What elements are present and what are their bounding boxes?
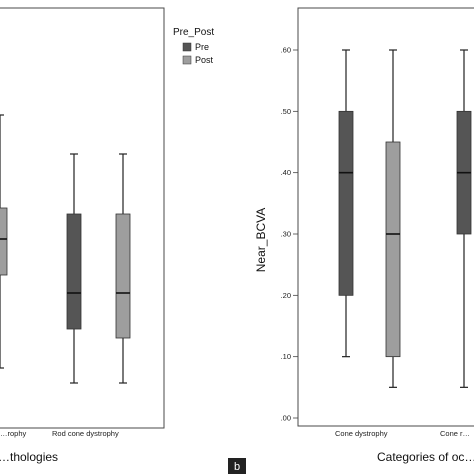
box-post <box>115 153 131 384</box>
x-tick-label: Cone r… <box>440 429 470 438</box>
box-pre <box>338 49 354 358</box>
x-tick-label: Cone dystrophy <box>335 429 388 438</box>
legend-label-pre: Pre <box>195 42 209 52</box>
legend: Pre_Post Pre Post <box>173 27 214 65</box>
x-tick-label: Rod cone dystrophy <box>52 429 119 438</box>
box-pre <box>456 49 472 388</box>
y-tick-label: .50 <box>281 107 291 116</box>
panel-b-label: b <box>234 461 240 473</box>
legend-label-post: Post <box>195 55 214 65</box>
box-iqr <box>338 110 354 296</box>
y-tick-label: .30 <box>281 230 291 239</box>
box-post <box>0 114 8 369</box>
box-post <box>385 49 401 388</box>
box-iqr <box>0 207 8 276</box>
x-axis-title: Categories of oc… <box>377 450 474 464</box>
box-pre <box>66 153 82 384</box>
panel-a: …rophy Rod cone dystrophy …thologies <box>0 7 165 464</box>
box-iqr <box>115 213 131 339</box>
box-iqr <box>66 213 82 330</box>
y-tick-label: .10 <box>281 352 291 361</box>
y-tick-label: .40 <box>281 168 291 177</box>
legend-swatch-post <box>182 55 192 65</box>
x-axis-title: …thologies <box>0 450 58 464</box>
y-tick-label: .60 <box>281 46 291 55</box>
legend-swatch-pre <box>182 42 192 52</box>
panel-a-frame <box>0 7 165 429</box>
x-tick-label: …rophy <box>0 429 27 438</box>
y-axis-title: Near_BCVA <box>254 208 268 272</box>
y-tick-label: .20 <box>281 291 291 300</box>
panel-b: Near_BCVA .00 .10 .20 .30 .40 .50 .60 Cone dys… <box>254 7 474 464</box>
legend-title: Pre_Post <box>173 27 214 38</box>
panel-b-label-box <box>228 458 246 474</box>
box-iqr <box>385 141 401 358</box>
y-tick-label: .00 <box>281 414 291 423</box>
panel-b-frame <box>297 7 474 427</box>
